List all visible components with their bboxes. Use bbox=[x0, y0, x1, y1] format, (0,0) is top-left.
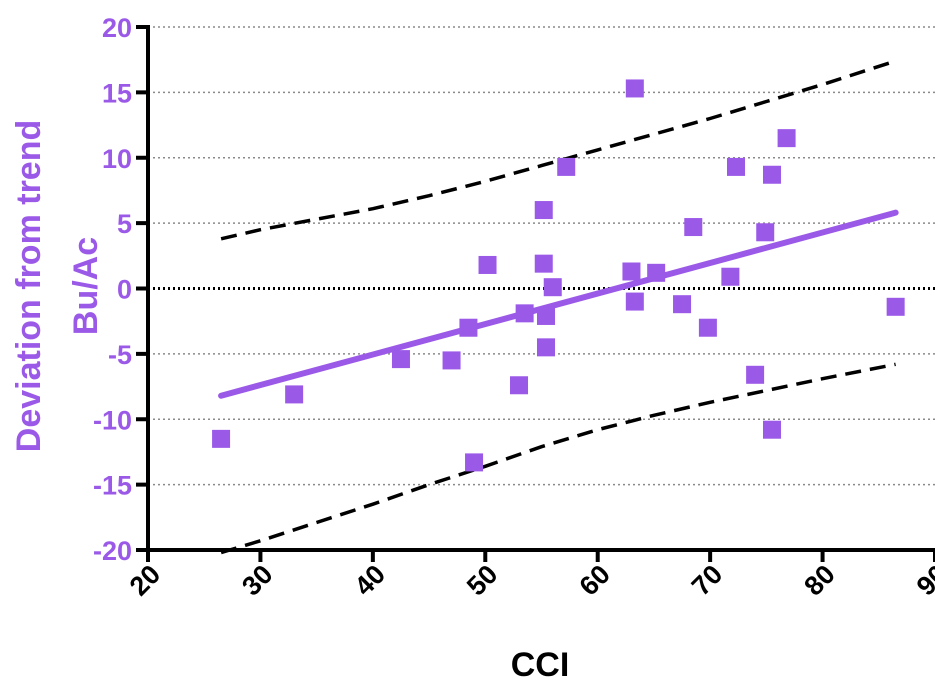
y-tick-label: 0 bbox=[117, 275, 132, 305]
lower-confidence-band bbox=[220, 362, 896, 555]
y-tick-label: 20 bbox=[102, 13, 132, 43]
data-point bbox=[391, 350, 410, 369]
y-tick-label: 5 bbox=[117, 209, 132, 239]
data-point bbox=[625, 79, 644, 98]
data-point bbox=[727, 157, 746, 176]
x-tick-label: 60 bbox=[573, 559, 615, 601]
y-axis-title-line-1: Deviation from trend bbox=[10, 120, 48, 452]
x-tick-label: 50 bbox=[461, 559, 503, 601]
data-point bbox=[684, 218, 703, 237]
data-point bbox=[762, 420, 781, 439]
x-tick-label: 90 bbox=[911, 559, 935, 601]
data-point bbox=[442, 351, 461, 370]
data-point bbox=[625, 292, 644, 311]
data-point bbox=[647, 263, 666, 282]
data-point bbox=[534, 201, 553, 220]
data-point bbox=[510, 376, 529, 395]
gridlines bbox=[148, 26, 935, 486]
trend-line-group bbox=[218, 209, 899, 399]
y-axis-title-line-2: Bu/Ac bbox=[67, 237, 105, 335]
confidence-bands bbox=[220, 59, 897, 555]
data-point bbox=[465, 453, 484, 472]
x-tick-label: 30 bbox=[236, 559, 278, 601]
data-point bbox=[756, 223, 775, 242]
data-point bbox=[534, 254, 553, 273]
data-point bbox=[746, 365, 765, 384]
data-point bbox=[536, 306, 555, 325]
data-point bbox=[515, 304, 534, 323]
x-tick-label: 70 bbox=[686, 559, 728, 601]
data-point bbox=[777, 129, 796, 148]
data-point bbox=[698, 318, 717, 337]
y-tick-label: 15 bbox=[102, 78, 132, 108]
x-tick-labels: 20 30 40 50 60 70 80 90 bbox=[124, 550, 935, 601]
data-point bbox=[673, 295, 692, 314]
data-point bbox=[459, 318, 478, 337]
data-point bbox=[886, 297, 905, 316]
y-tick-label: 10 bbox=[102, 144, 132, 174]
data-point bbox=[285, 385, 304, 404]
data-point bbox=[543, 278, 562, 297]
data-point bbox=[622, 262, 641, 281]
data-point bbox=[536, 338, 555, 357]
trend-line bbox=[218, 209, 899, 399]
y-tick-label: -15 bbox=[93, 471, 132, 501]
data-point bbox=[762, 165, 781, 184]
data-point bbox=[478, 255, 497, 274]
data-point bbox=[212, 429, 231, 448]
y-tick-label: -20 bbox=[93, 536, 132, 566]
x-tick-label: 80 bbox=[798, 559, 840, 601]
y-tick-label: -10 bbox=[93, 405, 132, 435]
data-point bbox=[557, 157, 576, 176]
upper-confidence-band bbox=[220, 59, 897, 241]
x-axis-title: CCI bbox=[511, 646, 570, 684]
data-point bbox=[721, 267, 740, 286]
y-tick-label: -5 bbox=[108, 340, 132, 370]
data-points bbox=[212, 79, 905, 472]
x-tick-label: 40 bbox=[349, 559, 391, 601]
